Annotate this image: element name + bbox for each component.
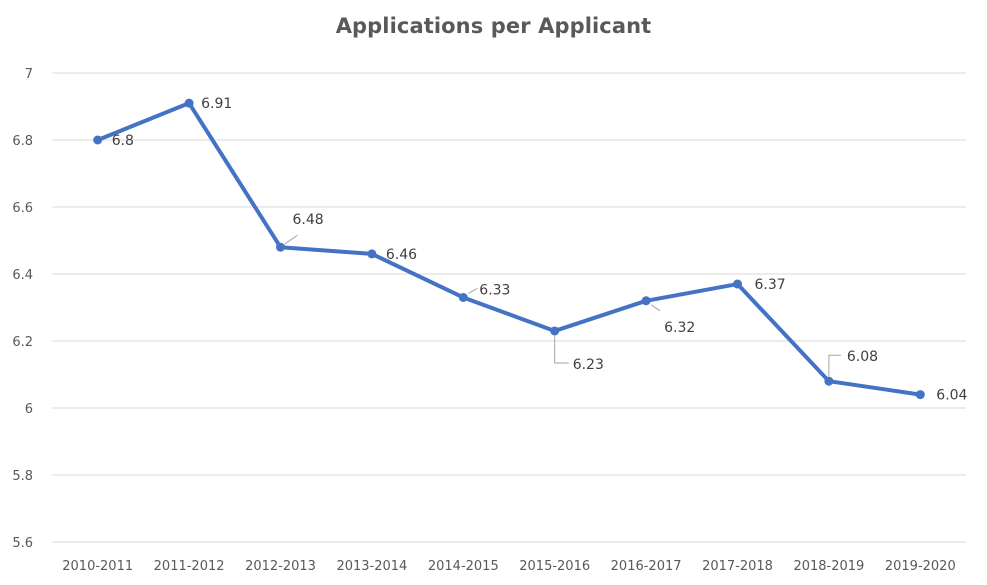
- data-point: [458, 292, 468, 302]
- data-point: [550, 326, 560, 336]
- data-point: [367, 249, 377, 259]
- x-tick-label: 2013-2014: [336, 559, 407, 574]
- data-label: 6.37: [755, 277, 786, 293]
- y-tick-label: 6.2: [12, 335, 33, 350]
- data-point: [93, 135, 103, 145]
- data-point: [733, 279, 742, 289]
- data-label: 6.46: [386, 247, 417, 263]
- data-point: [184, 98, 194, 108]
- data-point: [824, 376, 834, 386]
- data-point: [915, 390, 925, 400]
- gridlines: [52, 72, 966, 543]
- data-label: 6.8: [112, 133, 134, 149]
- x-tick-label: 2010-2011: [62, 559, 133, 574]
- leader-line: [468, 288, 478, 294]
- leader-line: [828, 354, 841, 378]
- series-line: [95, 101, 923, 397]
- x-tick-label: 2012-2013: [245, 559, 316, 574]
- data-point: [276, 242, 285, 252]
- data-label: 6.32: [664, 320, 695, 336]
- y-tick-label: 7: [25, 67, 33, 82]
- data-label: 6.48: [293, 212, 324, 228]
- y-tick-label: 6: [25, 402, 33, 417]
- data-label: 6.91: [201, 96, 232, 112]
- x-tick-label: 2019-2020: [885, 559, 956, 574]
- leader-line: [284, 234, 298, 245]
- data-label: 6.23: [573, 357, 604, 373]
- leader-line: [554, 334, 569, 364]
- data-label: 6.04: [936, 388, 967, 404]
- y-tick-label: 5.8: [12, 469, 33, 484]
- y-tick-label: 5.6: [12, 536, 33, 551]
- x-tick-label: 2011-2012: [154, 559, 225, 574]
- y-tick-label: 6.6: [12, 201, 33, 216]
- x-tick-label: 2015-2016: [519, 559, 590, 574]
- leader-line: [650, 304, 661, 312]
- y-tick-label: 6.8: [12, 134, 33, 149]
- data-point: [641, 296, 651, 306]
- x-tick-label: 2017-2018: [702, 559, 773, 574]
- data-label: 6.08: [847, 349, 878, 365]
- x-tick-label: 2014-2015: [428, 559, 499, 574]
- x-tick-label: 2018-2019: [793, 559, 864, 574]
- y-tick-label: 6.4: [12, 268, 33, 283]
- x-tick-label: 2016-2017: [611, 559, 682, 574]
- data-label: 6.33: [479, 282, 510, 298]
- chart-title: Applications per Applicant: [335, 14, 652, 38]
